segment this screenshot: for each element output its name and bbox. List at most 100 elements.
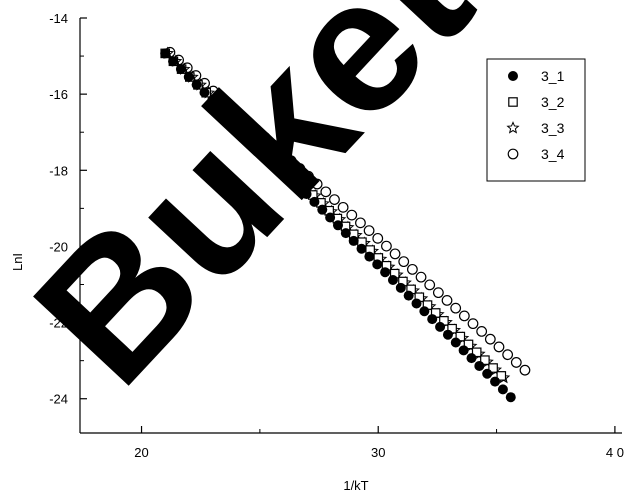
data-point [337,201,349,213]
data-point [293,181,304,192]
data-point [450,302,462,314]
data-point [406,263,418,275]
data-point [199,87,210,98]
data-point [380,267,391,278]
series-3_1 [160,48,516,403]
data-point [389,248,401,260]
data-point [320,186,332,198]
y-tick-label: -14 [49,11,68,26]
legend-label: 3_2 [541,94,565,110]
legend-marker [508,71,518,81]
data-point [502,349,514,361]
data-point [424,279,436,291]
data-point [311,178,323,190]
y-tick-label: -18 [49,163,68,178]
data-point [301,189,312,200]
data-point [294,163,306,174]
data-point [398,256,410,268]
data-point [215,103,226,114]
x-tick-label: 20 [134,445,148,460]
data-point [466,353,477,364]
data-point [450,337,461,348]
data-point [441,294,453,306]
y-tick-label: -22 [49,316,68,331]
legend-marker [507,148,519,160]
data-point [519,364,531,376]
data-point [482,368,493,379]
data-point [168,56,179,67]
data-point [432,287,444,299]
data-point [246,134,257,145]
data-point [488,363,498,373]
plot-marks [160,46,531,403]
data-point [238,126,249,137]
data-point [175,64,186,75]
data-point [355,217,366,229]
data-point [309,196,320,207]
data-point [270,157,281,168]
data-point [285,173,296,184]
data-point [505,392,516,403]
data-point [259,132,271,143]
data-point [403,290,414,301]
data-point [303,170,314,182]
data-point [496,371,507,381]
legend-label: 3_1 [541,68,565,84]
x-axis-title: 1/kT [343,478,368,493]
x-tick-label: 4 0 [606,445,624,460]
data-point [476,326,488,337]
y-tick-label: -16 [49,87,68,102]
data-point [332,220,343,231]
data-point [346,209,358,221]
data-point [254,142,265,153]
data-point [458,310,470,322]
data-point [490,376,501,387]
data-point [387,275,398,286]
data-point [435,321,446,332]
data-point [340,228,351,239]
data-point [262,149,273,160]
x-tick-label: 30 [371,445,385,460]
data-point [329,194,340,205]
data-point [510,357,522,368]
y-axis-title: LnI [10,253,25,271]
data-point [356,243,367,254]
data-point [415,271,427,283]
data-point [230,118,241,129]
legend-label: 3_4 [541,146,565,162]
data-point [364,251,375,262]
axis-ticks: 20 30 4 0 -14 -16 -18 -20 -22 -24 [49,11,624,460]
data-point [325,212,336,223]
data-point [471,347,482,358]
data-point [463,339,474,350]
legend-label: 3_3 [541,120,565,136]
data-point [497,384,508,395]
data-point [493,341,505,353]
data-point [395,282,406,293]
data-point [348,235,359,246]
data-point [183,71,194,82]
data-point [317,204,328,215]
data-point [223,110,234,121]
data-point [285,155,297,167]
data-point [427,314,438,325]
data-point [381,240,392,252]
data-point [480,355,490,365]
y-tick-label: -24 [49,392,68,407]
data-point [419,306,430,317]
legend-marker [506,121,520,134]
legend-marker [508,97,518,107]
data-point [467,318,479,330]
data-point [474,360,485,371]
legend-frame [486,58,586,182]
data-point [207,95,218,106]
data-point [484,333,496,345]
data-point [363,225,375,237]
data-point [458,345,469,356]
data-point [442,329,453,340]
data-point [278,165,289,176]
data-point [372,232,384,244]
data-point [411,298,422,309]
legend: 3_1 3_2 3_3 3_4 [486,58,586,182]
